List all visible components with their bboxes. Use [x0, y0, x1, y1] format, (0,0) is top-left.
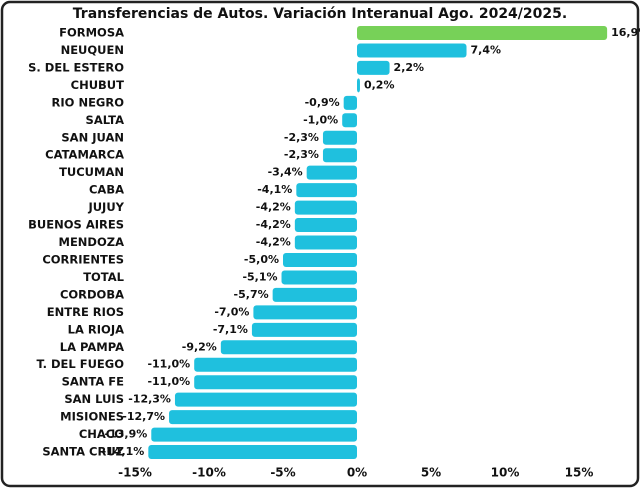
value-label: -7,1%	[213, 323, 248, 336]
x-tick-label: 15%	[565, 466, 594, 480]
bar	[357, 43, 467, 58]
value-label: 7,4%	[471, 43, 502, 56]
bar	[251, 322, 357, 337]
category-label: JUJUY	[87, 200, 124, 214]
category-label: CORDOBA	[60, 287, 124, 301]
value-label: -9,2%	[182, 340, 217, 353]
category-label: CABA	[89, 183, 124, 197]
category-label: CHUBUT	[71, 78, 125, 92]
value-label: -2,3%	[284, 131, 319, 144]
bar	[194, 375, 357, 390]
category-label: SAN LUIS	[64, 392, 124, 406]
bar	[357, 60, 390, 75]
value-label: -0,9%	[305, 96, 340, 109]
value-label: -5,1%	[242, 270, 277, 283]
value-label: -5,0%	[244, 253, 279, 266]
chart-title: Transferencias de Autos. Variación Inter…	[73, 6, 567, 22]
category-label: LA RIOJA	[68, 322, 124, 336]
value-label: -12,3%	[128, 393, 171, 406]
value-label: -3,4%	[268, 166, 303, 179]
bar	[151, 427, 357, 442]
value-label: -4,1%	[257, 183, 292, 196]
value-label: -4,2%	[256, 201, 291, 214]
value-label: 0,2%	[364, 78, 395, 91]
bar	[343, 95, 357, 110]
bar	[283, 252, 357, 267]
bar	[342, 113, 357, 128]
category-label: SALTA	[86, 113, 125, 127]
bar	[357, 26, 608, 40]
value-label: -14,1%	[102, 445, 145, 458]
x-tick-label: 10%	[491, 466, 520, 480]
bar	[272, 287, 357, 302]
x-tick-label: -15%	[118, 466, 152, 480]
bar	[294, 200, 357, 215]
x-tick-label: -10%	[192, 466, 226, 480]
category-label: TUCUMAN	[59, 165, 124, 179]
x-tick-label: 5%	[421, 466, 441, 480]
bar	[357, 78, 360, 93]
category-label: T. DEL FUEGO	[37, 357, 125, 371]
bar	[322, 130, 357, 145]
bar	[294, 218, 357, 233]
category-label: S. DEL ESTERO	[28, 60, 124, 74]
bar	[174, 392, 357, 407]
category-label: RIO NEGRO	[52, 95, 125, 109]
value-label: -11,0%	[147, 375, 190, 388]
category-label: NEUQUEN	[61, 43, 124, 57]
value-label: -4,2%	[256, 236, 291, 249]
category-label: CHACO	[79, 427, 124, 441]
bar	[322, 148, 357, 163]
category-label: SANTA CRUZ	[42, 445, 124, 459]
bar	[253, 305, 357, 320]
category-label: BUENOS AIRES	[28, 218, 124, 232]
category-label: ENTRE RIOS	[47, 305, 124, 319]
value-label: 2,2%	[394, 61, 425, 74]
value-label: -11,0%	[147, 358, 190, 371]
bar	[306, 165, 357, 180]
category-label: SANTA FE	[62, 375, 125, 389]
value-label: -5,7%	[234, 288, 269, 301]
value-label: -1,0%	[303, 113, 338, 126]
category-label: LA PAMPA	[60, 340, 124, 354]
category-label: MISIONES	[60, 410, 124, 424]
value-label: -7,0%	[214, 305, 249, 318]
category-label: CORRIENTES	[42, 252, 124, 266]
value-label: -4,2%	[256, 218, 291, 231]
category-label: SAN JUAN	[61, 130, 124, 144]
bar	[194, 357, 357, 372]
bar	[294, 235, 357, 250]
value-label: 16,9%	[611, 26, 640, 39]
value-label: -12,7%	[122, 410, 165, 423]
x-tick-label: 0%	[347, 466, 367, 480]
bar	[296, 183, 357, 198]
x-tick-label: -5%	[270, 466, 295, 480]
value-label: -2,3%	[284, 148, 319, 161]
value-label: -13,9%	[105, 428, 148, 441]
category-label: FORMOSA	[59, 26, 124, 40]
bar	[169, 410, 357, 425]
category-label: CATAMARCA	[45, 148, 124, 162]
bar	[281, 270, 357, 285]
bar	[148, 445, 357, 460]
bar	[220, 340, 357, 355]
category-label: TOTAL	[83, 270, 124, 284]
category-label: MENDOZA	[59, 235, 125, 249]
